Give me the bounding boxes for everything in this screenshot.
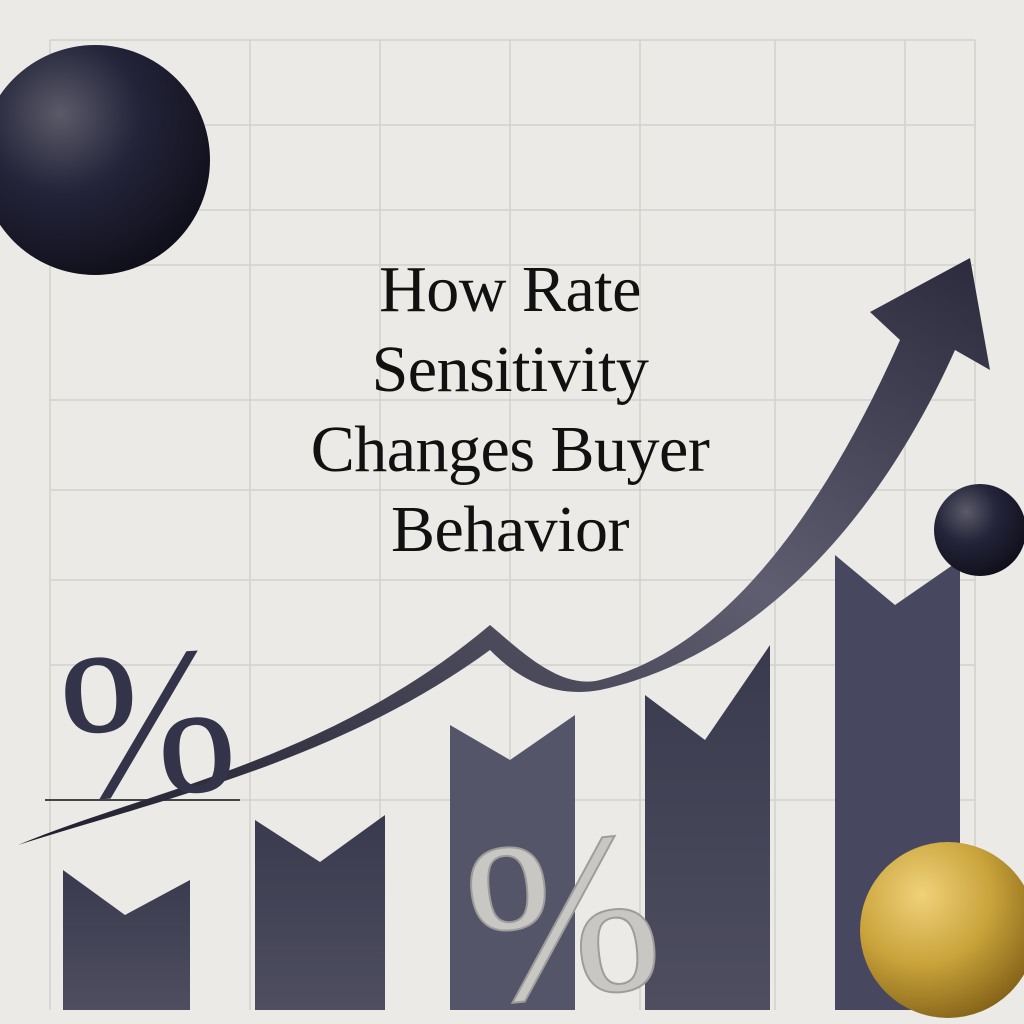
headline: How Rate Sensitivity Changes Buyer Behav…	[180, 250, 840, 570]
trend-arrow	[18, 258, 990, 845]
bar-2	[255, 815, 385, 1010]
bar-1	[63, 870, 190, 1010]
headline-line-4: Behavior	[391, 493, 629, 566]
percent-symbol-light: %	[454, 781, 671, 1024]
dark-sphere-small	[934, 484, 1024, 576]
dark-sphere-large	[0, 45, 210, 275]
headline-line-1: How Rate	[379, 253, 641, 326]
bar-4	[645, 645, 770, 1010]
bar-3	[450, 715, 575, 1010]
headline-line-2: Sensitivity	[371, 333, 649, 406]
headline-line-3: Changes Buyer	[310, 413, 710, 486]
percent-symbol-dark: %	[52, 602, 243, 846]
gold-sphere	[860, 842, 1024, 1018]
